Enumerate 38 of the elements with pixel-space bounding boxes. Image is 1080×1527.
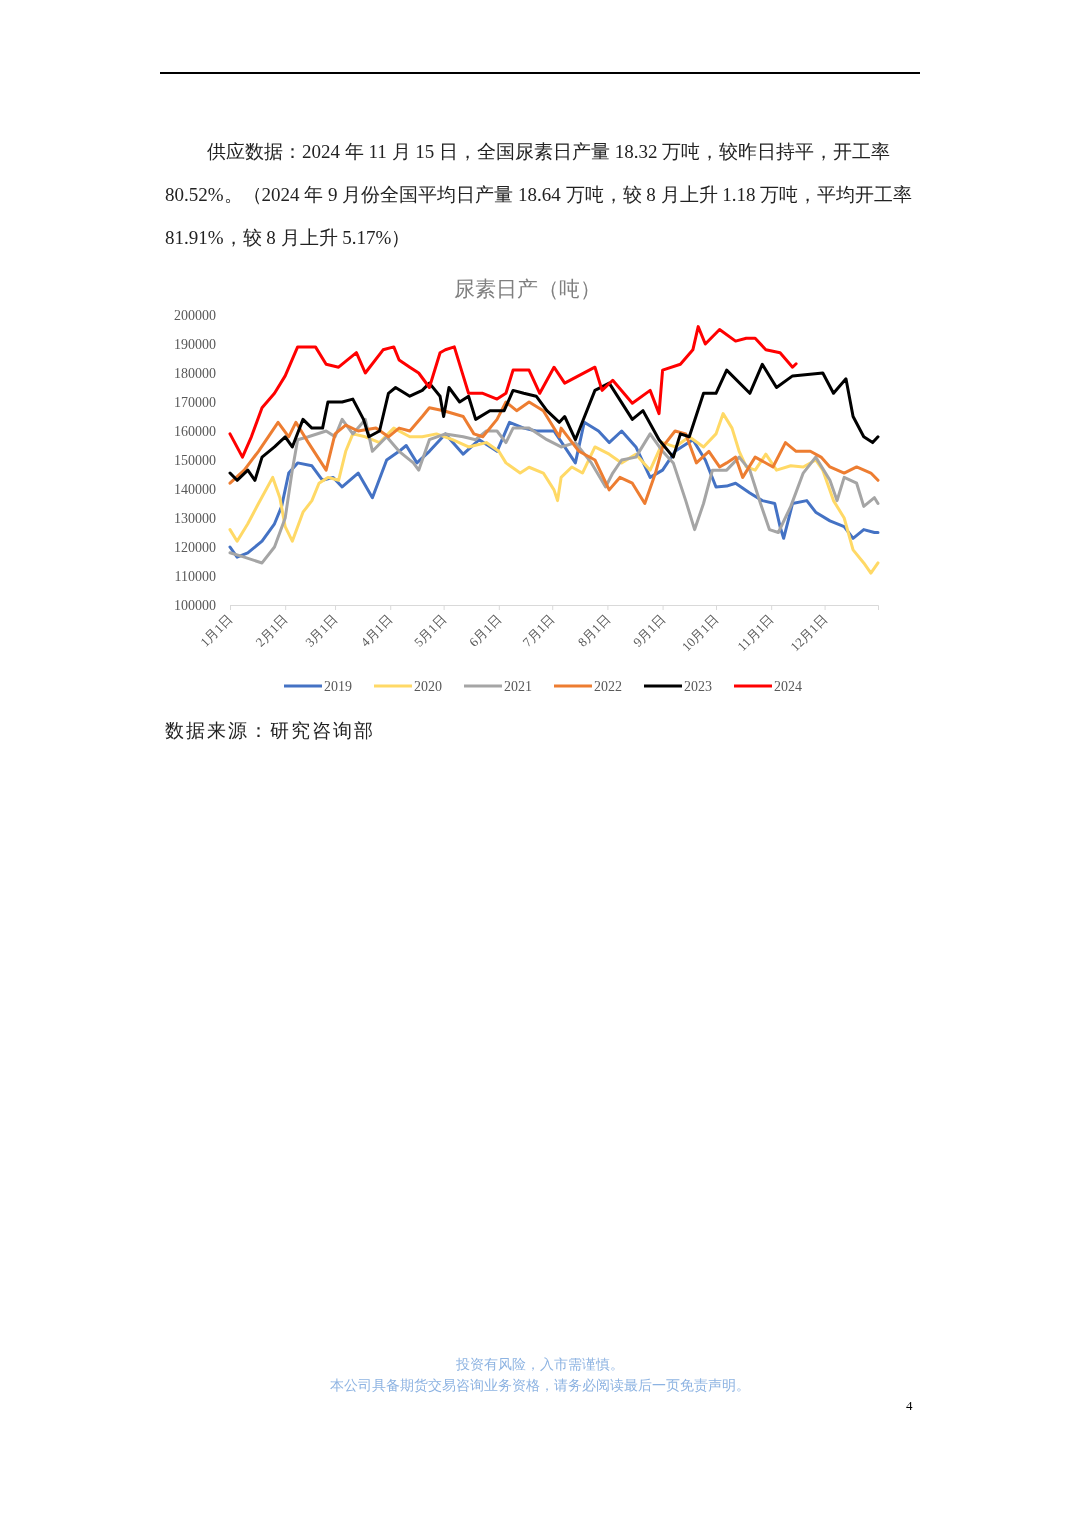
y-tick-label: 150000 (174, 452, 216, 468)
x-tick-label: 4月1日 (357, 611, 396, 650)
y-tick-label: 140000 (174, 481, 216, 497)
text: 本公司具备期货交易咨询业务资格，请务必阅读最后一页免责声明。 (329, 1377, 751, 1395)
x-tick-label: 10月1日 (678, 611, 722, 655)
legend-label: 2019 (324, 679, 352, 694)
x-tick-label: 2月1日 (252, 611, 291, 650)
y-tick-label: 190000 (174, 336, 216, 352)
legend-label: 2024 (774, 679, 802, 694)
x-tick-label: 6月1日 (466, 611, 505, 650)
x-tick-label: 8月1日 (574, 611, 613, 650)
x-tick-label: 9月1日 (629, 611, 669, 650)
text: 4 (906, 1398, 913, 1414)
text: 投资有风险，入市需谨慎。 (455, 1356, 625, 1374)
chart-subtitle: 供应数据：2024 年 11 月 15 日，全国尿素日产量 18.32 万吨，较昨日持平，开工率 80.52%。（2024 年 9 月份全国平均日产量 18.64 万吨，较 8 月上升 1.18 万吨，平均开工率 81.91%，较 8 月上升 5.17%） (165, 140, 914, 250)
legend-label: 2020 (414, 679, 442, 694)
x-tick-label: 7月1日 (519, 611, 558, 650)
line-series (228, 362, 880, 482)
x-tick-label: 11月1日 (734, 611, 777, 654)
x-tick-label: 3月1日 (302, 611, 341, 650)
y-tick-label: 110000 (174, 568, 216, 584)
y-tick-label: 200000 (174, 307, 216, 323)
y-tick-label: 130000 (174, 510, 216, 526)
y-tick-label: 120000 (174, 539, 216, 555)
line-series (228, 325, 798, 459)
legend-label: 2023 (684, 679, 712, 694)
x-tick-label: 5月1日 (410, 611, 450, 650)
line-series (228, 400, 880, 505)
y-tick-label: 160000 (174, 423, 216, 439)
y-tick-label: 180000 (174, 365, 216, 381)
y-tick-label: 100000 (174, 597, 216, 613)
legend-label: 2021 (504, 679, 532, 694)
x-tick-label: 12月1日 (787, 611, 831, 655)
source-note: 数据来源：研究咨询部 (165, 719, 375, 743)
chart-title: 尿素日产（吨） (453, 277, 601, 301)
x-tick-label: 1月1日 (197, 611, 236, 650)
legend-label: 2022 (594, 679, 622, 694)
y-tick-label: 170000 (174, 394, 216, 410)
